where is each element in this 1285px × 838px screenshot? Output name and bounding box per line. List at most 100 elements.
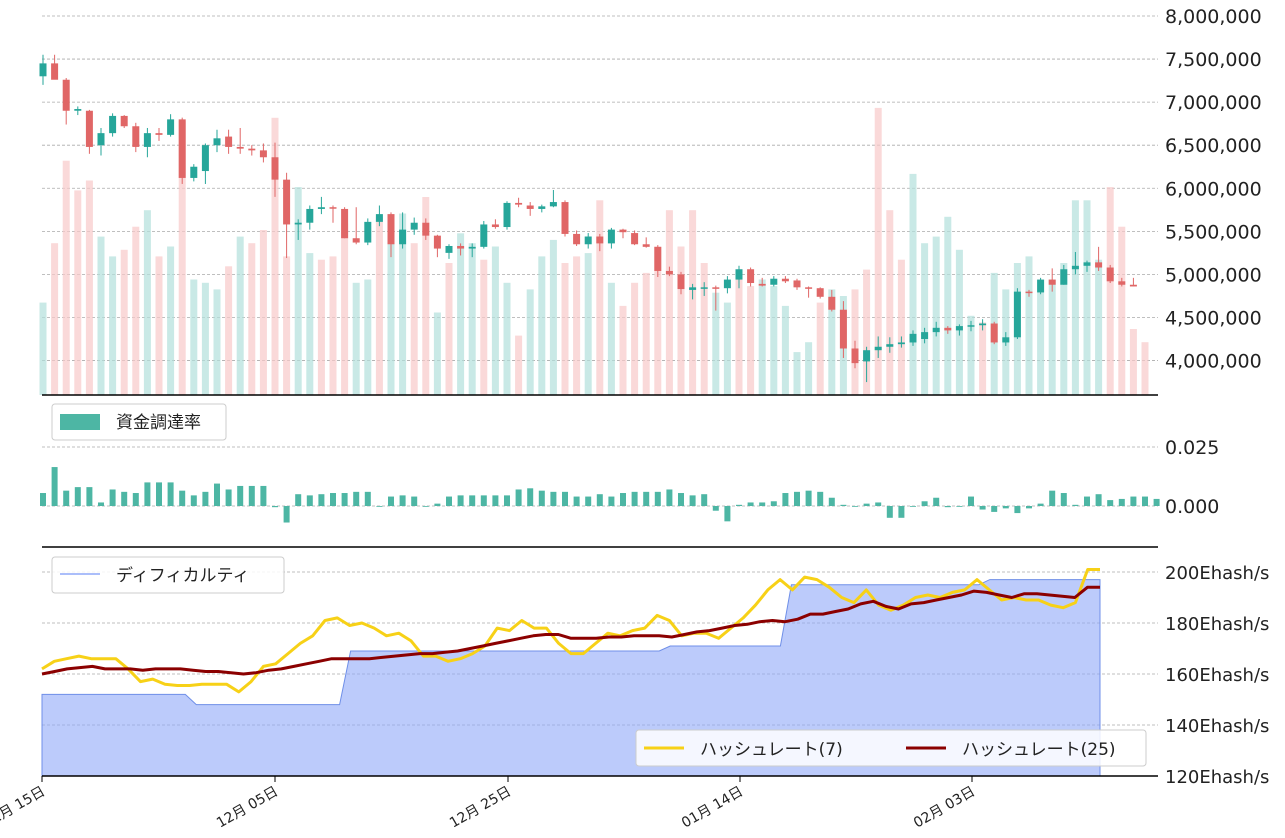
funding-bar bbox=[910, 506, 916, 507]
funding-bar bbox=[666, 489, 673, 506]
volume-bar bbox=[167, 246, 175, 395]
volume-bar bbox=[979, 322, 987, 395]
hashrate-legend: ハッシュレート(7) ハッシュレート(25) bbox=[635, 729, 1147, 767]
candle-body bbox=[828, 296, 836, 310]
funding-bar bbox=[306, 495, 313, 506]
volume-bar bbox=[259, 230, 267, 395]
volume-bar bbox=[665, 210, 673, 395]
volume-bar bbox=[51, 243, 59, 395]
candle-body bbox=[468, 246, 476, 249]
funding-bar bbox=[1014, 506, 1021, 514]
funding-bar bbox=[759, 502, 766, 506]
candle-body bbox=[387, 214, 395, 245]
funding-bar bbox=[527, 488, 534, 506]
funding-bar bbox=[1072, 504, 1079, 506]
funding-bar bbox=[678, 493, 684, 506]
hashrate-y-tick: 200Ehash/s bbox=[1165, 563, 1269, 584]
funding-bar bbox=[330, 493, 336, 506]
hashrate-y-tick: 120Ehash/s bbox=[1165, 767, 1269, 788]
candle-body bbox=[596, 236, 604, 244]
funding-bar bbox=[156, 482, 162, 506]
price-y-tick: 4,000,000 bbox=[1165, 351, 1262, 373]
volume-bar bbox=[1141, 342, 1149, 395]
funding-bar bbox=[562, 491, 568, 506]
funding-bar bbox=[631, 491, 638, 506]
volume-bar bbox=[491, 246, 499, 395]
volume-bar bbox=[549, 239, 557, 395]
volume-bar bbox=[120, 249, 128, 395]
funding-bar bbox=[167, 482, 174, 506]
funding-bar bbox=[573, 496, 580, 506]
candle-body bbox=[874, 346, 882, 351]
funding-bar bbox=[515, 489, 522, 506]
hashrate-25-line bbox=[41, 585, 1100, 676]
funding-bar bbox=[747, 502, 754, 506]
funding-bar bbox=[480, 495, 487, 506]
candle-body bbox=[306, 208, 314, 223]
candle-body bbox=[967, 325, 975, 327]
difficulty-area bbox=[41, 579, 1101, 777]
candle-body bbox=[375, 214, 383, 222]
funding-bar bbox=[886, 506, 893, 518]
x-tick-label: 01月 14日 bbox=[679, 784, 746, 832]
volume-bar bbox=[538, 256, 546, 395]
candle-body bbox=[201, 145, 209, 172]
candle-body bbox=[665, 270, 673, 275]
volume-bar bbox=[480, 259, 488, 395]
volume-bar bbox=[1129, 329, 1137, 395]
volume-bar bbox=[909, 173, 917, 395]
candle-body bbox=[1129, 284, 1137, 287]
volume-bar bbox=[457, 233, 465, 395]
volume-bar bbox=[341, 223, 349, 395]
volume-bar bbox=[410, 243, 418, 395]
hashrate-panel bbox=[41, 568, 1101, 777]
funding-bar bbox=[944, 506, 951, 508]
candle-body bbox=[283, 179, 291, 225]
funding-bar bbox=[225, 489, 232, 506]
funding-bar bbox=[132, 493, 139, 506]
funding-bar bbox=[353, 491, 360, 506]
volume-bar bbox=[132, 226, 140, 395]
funding-bar bbox=[109, 489, 116, 506]
candle-body bbox=[97, 133, 105, 146]
funding-bar bbox=[1095, 494, 1102, 506]
funding-bar bbox=[399, 495, 406, 506]
candle-body bbox=[631, 233, 639, 245]
volume-bar bbox=[584, 253, 592, 395]
funding-bar bbox=[852, 506, 858, 507]
funding-bar bbox=[1130, 496, 1137, 506]
funding-bar bbox=[608, 496, 615, 506]
volume-bar bbox=[283, 256, 291, 395]
candle-body bbox=[445, 245, 453, 253]
funding-bar bbox=[701, 494, 708, 506]
volume-bar bbox=[399, 213, 407, 395]
candle-body bbox=[770, 278, 778, 285]
candle-body bbox=[758, 283, 766, 286]
volume-bar bbox=[689, 210, 697, 395]
volume-bar bbox=[1060, 263, 1068, 395]
funding-bar bbox=[585, 496, 592, 506]
funding-legend-swatch bbox=[60, 414, 100, 430]
candle-body bbox=[689, 287, 697, 290]
candle-body bbox=[85, 110, 93, 147]
price-y-tick: 8,000,000 bbox=[1165, 6, 1262, 28]
volume-bar bbox=[236, 236, 244, 395]
volume-bar bbox=[654, 246, 662, 395]
candle-body bbox=[167, 119, 175, 135]
funding-bar bbox=[689, 495, 696, 506]
funding-bar bbox=[898, 506, 905, 518]
x-tick-labels: 11月 15日 12月 05日 12月 25日 01月 14日 02月 03日 bbox=[0, 776, 978, 832]
funding-bar bbox=[86, 487, 93, 506]
candle-body bbox=[805, 287, 813, 289]
candle-body bbox=[955, 326, 963, 331]
candle-body bbox=[259, 150, 267, 158]
candle-body bbox=[457, 245, 465, 249]
volume-bar bbox=[97, 236, 105, 395]
volume-bar bbox=[213, 289, 221, 395]
y-tick-labels: 8,000,000 7,500,000 7,000,000 6,500,000 6,00… bbox=[1165, 6, 1269, 788]
volume-bar bbox=[1025, 256, 1033, 395]
volume-bar bbox=[793, 352, 801, 395]
x-tick-label: 02月 03日 bbox=[911, 784, 978, 832]
volume-bar bbox=[921, 243, 929, 395]
